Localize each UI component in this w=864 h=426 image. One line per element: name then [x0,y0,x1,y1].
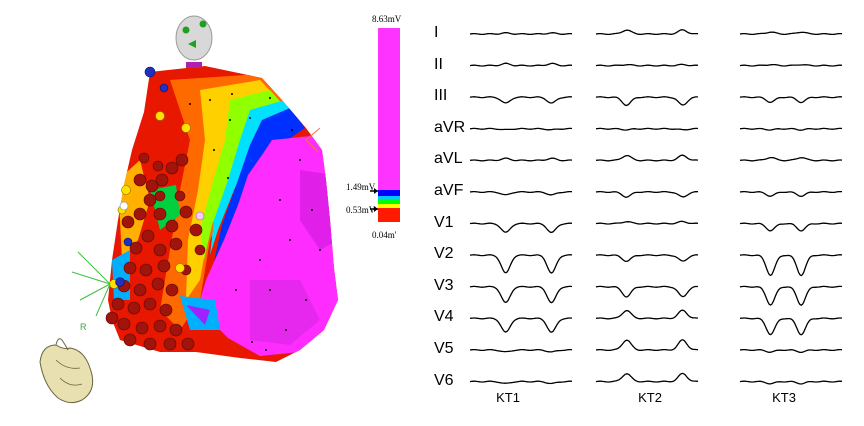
marker-points-blue[interactable] [115,66,169,287]
ecg-trace-i-kt3 [739,31,843,36]
colorbar-max-label: 8.63mV [372,14,402,24]
head-orientation-icon[interactable] [175,15,213,68]
ecg-trace-v4-kt1 [469,317,573,333]
ecg-trace-v4-kt3 [739,317,843,336]
ecg-trace-v1-kt2 [595,220,699,225]
ecg-trace-v2-kt2 [595,254,699,263]
lead-label-ii: II [434,55,443,73]
lead-label-avl: aVL [434,150,463,168]
ecg-trace-v2-kt3 [739,254,843,277]
ecg-trace-iii-kt3 [739,96,843,104]
orientation-label-r: R [80,322,87,332]
lead-label-v4: V4 [434,308,454,326]
lead-label-v3: V3 [434,276,454,294]
ecg-trace-iii-kt2 [595,96,698,107]
lead-label-v1: V1 [434,213,454,231]
ecg-trace-v2-kt1 [469,254,573,274]
ecg-trace-avf-kt1 [469,190,573,196]
lead-label-v5: V5 [434,340,454,357]
ecg-trace-v5-kt1 [469,348,573,353]
ecg-trace-v1-kt1 [469,222,573,234]
colorbar-min-label: 0.04m' [372,230,397,240]
column-label-kt3: KT3 [772,390,796,405]
ecg-trace-avr-kt2 [595,127,699,131]
colorbar-upper-threshold-label: 1.49mV [346,182,376,192]
ecg-trace-v5-kt2 [595,339,699,352]
ecg-trace-avl-kt1 [469,157,573,162]
ecg-trace-ii-kt2 [595,63,699,67]
lead-label-avr: aVR [434,118,466,136]
ecg-panel: I II III aVR aVL aVF V1 V2 V3 V4 V5 V6 KT1 KT2 KT3 [420,0,864,426]
ecg-trace-v1-kt3 [739,222,843,232]
column-label-kt2: KT2 [638,390,662,405]
lead-label-iii: III [434,87,448,105]
lead-label-i: I [434,24,439,41]
mesh-vertices [189,93,321,351]
ecg-trace-v6-kt1 [469,380,573,385]
ecg-traces [469,29,843,385]
marker-point-white[interactable] [119,201,129,211]
ecg-trace-v6-kt2 [595,372,699,383]
marker-point-pink[interactable] [195,211,205,221]
ecg-trace-avf-kt3 [739,190,843,198]
lead-label-v6: V6 [434,371,454,389]
marker-points-yellow[interactable] [109,111,191,289]
catheter-lines-orange [305,127,321,153]
ablation-points[interactable] [105,152,206,351]
ecg-trace-v5-kt3 [739,348,843,354]
voltage-map-panel: R 8.63mV 1. [0,0,420,426]
column-label-kt1: KT1 [496,390,520,405]
ecg-trace-avl-kt2 [595,154,699,162]
lead-label-avf: aVF [434,182,464,199]
ecg-trace-v4-kt2 [595,309,699,320]
voltage-map[interactable]: R [0,0,420,426]
ecg-trace-v3-kt1 [469,285,573,304]
ecg-trace-v3-kt3 [739,285,843,306]
ecg-trace-avr-kt3 [739,127,843,131]
ecg-trace-avf-kt2 [595,190,699,198]
ecg-trace-ii-kt3 [739,63,843,67]
ecg-trace-i-kt1 [469,31,573,36]
colorbar-lower-threshold-label: 0.53mV [346,205,376,215]
ecg-trace-ii-kt1 [469,62,573,67]
ecg-trace-i-kt2 [595,29,699,36]
heart-orientation-icon[interactable] [39,338,94,404]
catheter-lines [71,251,111,317]
lead-label-v2: V2 [434,245,454,263]
ecg-trace-v3-kt2 [595,285,698,298]
ecg-trace-v6-kt3 [739,380,843,385]
voltage-colorbar[interactable] [370,28,400,222]
ecg-trace-avl-kt3 [739,156,843,162]
ecg-trace-iii-kt1 [469,96,573,104]
ecg-trace-avr-kt1 [469,127,573,131]
